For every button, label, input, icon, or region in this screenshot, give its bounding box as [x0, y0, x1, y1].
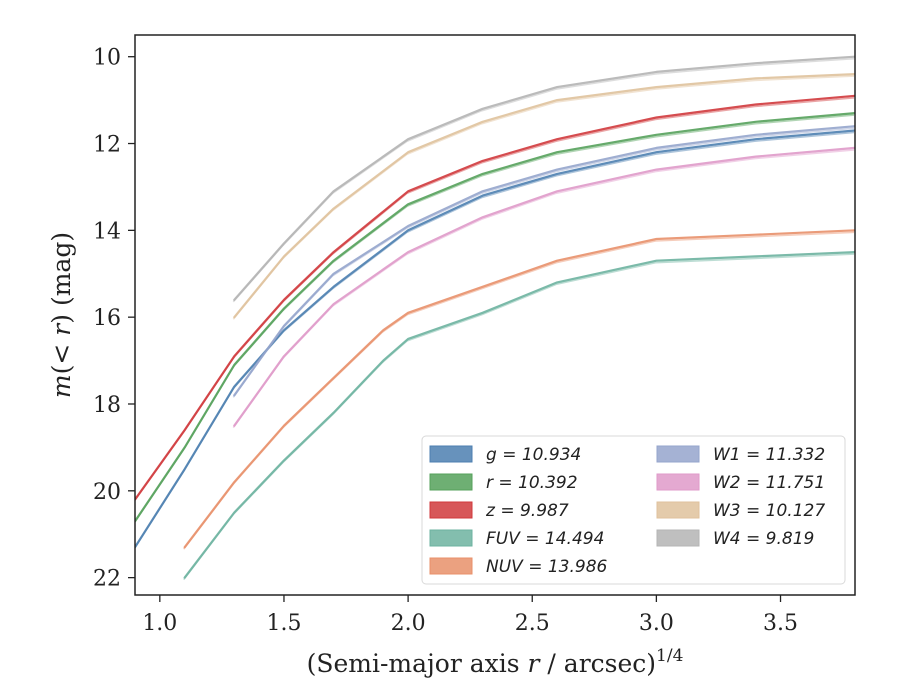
y-tick-label: 14	[93, 219, 121, 244]
series-w2	[232, 146, 855, 429]
legend-label-w1: W1 = 11.332	[713, 445, 825, 465]
series-line-secondary	[232, 57, 855, 303]
y-tick-label: 16	[93, 306, 121, 331]
plot-frame	[134, 34, 856, 596]
legend-label-w4: W4 = 9.819	[713, 529, 814, 549]
series-line-secondary	[232, 127, 855, 398]
series-line-secondary	[135, 131, 855, 550]
series-line-secondary	[183, 231, 855, 550]
series-nuv	[183, 229, 855, 550]
x-tick-label: 2.0	[391, 611, 426, 636]
series-w3	[232, 73, 855, 320]
legend-label-r: r = 10.392	[486, 473, 578, 493]
y-tick-label: 18	[93, 393, 121, 418]
series-line	[183, 229, 855, 549]
y-axis: 10 12 14 16 18 20 22	[93, 46, 135, 592]
series-fuv	[183, 251, 855, 581]
legend-label-z: z = 9.987	[485, 501, 569, 521]
series-line	[233, 125, 855, 397]
legend-label-nuv: NUV = 13.986	[486, 557, 608, 577]
series-line-secondary	[232, 75, 855, 320]
series-r	[135, 112, 855, 524]
legend-swatch-z	[429, 501, 473, 519]
series-line-secondary	[232, 149, 855, 429]
legend-swatch-w3	[656, 501, 700, 519]
series-line	[135, 129, 855, 549]
x-tick-label: 3.0	[639, 611, 674, 636]
x-tick-label: 2.5	[515, 611, 550, 636]
legend-swatch-g	[429, 445, 473, 463]
legend-box	[421, 435, 846, 585]
legend-label-w3: W3 = 10.127	[713, 501, 825, 521]
legend-swatch-fuv	[429, 529, 473, 547]
y-tick-label: 20	[93, 480, 121, 505]
legend-swatch-nuv	[429, 557, 473, 575]
legend-label-fuv: FUV = 14.494	[486, 529, 604, 549]
series-w1	[232, 125, 855, 398]
series-line	[233, 73, 855, 319]
legend-swatch-r	[429, 473, 473, 491]
x-axis-title: (Semi-major axis r / arcsec)1/4	[307, 646, 684, 678]
x-tick-label: 3.5	[763, 611, 798, 636]
series-line	[135, 94, 855, 501]
series-line	[135, 112, 855, 523]
series-line-secondary	[135, 114, 855, 524]
x-tick-label: 1.0	[142, 611, 177, 636]
y-axis-title: m(< r) (mag)	[47, 232, 76, 398]
y-tick-label: 12	[93, 133, 121, 158]
x-axis: 1.0 1.5 2.0 2.5 3.0 3.5	[142, 595, 798, 636]
series-line-secondary	[135, 97, 855, 502]
legend-label-w2: W2 = 11.751	[713, 473, 825, 493]
series-g	[135, 129, 855, 550]
series-line	[233, 55, 855, 301]
x-tick-label: 1.5	[266, 611, 301, 636]
legend: g = 10.934 r = 10.392 z = 9.987 FUV = 14.49…	[421, 435, 846, 585]
legend-swatch-w2	[656, 473, 700, 491]
legend-swatch-w1	[656, 445, 700, 463]
y-tick-label: 22	[93, 567, 121, 592]
legend-swatch-w4	[656, 529, 700, 547]
series-line	[233, 146, 855, 427]
series-z	[135, 94, 855, 502]
curves-layer	[135, 55, 855, 581]
series-w4	[232, 55, 855, 303]
series-line	[183, 251, 855, 579]
series-line-secondary	[183, 253, 855, 581]
legend-label-g: g = 10.934	[486, 445, 581, 465]
y-tick-label: 10	[93, 46, 121, 71]
